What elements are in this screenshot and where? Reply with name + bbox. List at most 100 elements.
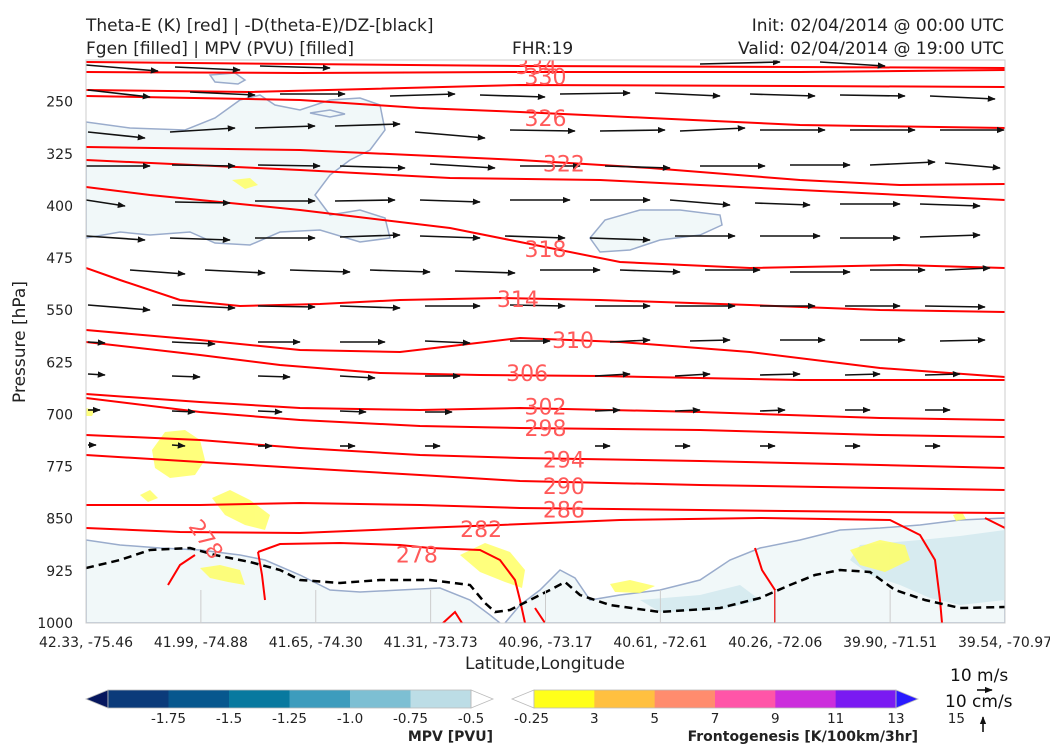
wind-vector bbox=[169, 236, 231, 243]
wind-vector bbox=[594, 371, 631, 378]
colorbar-segment bbox=[350, 690, 411, 708]
colorbar-segment bbox=[168, 690, 230, 708]
wind-vector bbox=[86, 235, 146, 243]
y-tick-label: 850 bbox=[46, 512, 73, 528]
wind-vector bbox=[87, 304, 151, 313]
fgen-region-4 bbox=[200, 565, 245, 585]
wind-vector bbox=[171, 162, 236, 170]
x-tick-label: 42.33, -75.46 bbox=[39, 635, 133, 651]
theta-e-contour bbox=[86, 186, 1005, 270]
colorbar-tick-label: 11 bbox=[827, 711, 844, 727]
y-tick-label: 250 bbox=[46, 95, 73, 111]
contour-label: 286 bbox=[543, 498, 585, 523]
colorbar-segment bbox=[775, 690, 837, 708]
wind-vector bbox=[939, 336, 986, 344]
wind-vector bbox=[654, 92, 721, 99]
wind-vector bbox=[339, 304, 401, 311]
wind-vector bbox=[869, 159, 936, 166]
fgen-region-7 bbox=[850, 540, 910, 572]
colorbar-segment bbox=[895, 689, 920, 709]
contour-label: 278 bbox=[396, 544, 438, 569]
wind-vector bbox=[257, 162, 321, 170]
y-tick-label: 925 bbox=[46, 564, 73, 580]
theta-e-contour bbox=[86, 61, 1005, 69]
contour-label: 314 bbox=[497, 288, 539, 313]
wind-vector bbox=[86, 199, 126, 209]
wind-vector bbox=[257, 303, 316, 311]
y-axis-label: Pressure [hPa] bbox=[10, 281, 30, 403]
y-tick-label: 700 bbox=[46, 407, 73, 423]
theta-e-contour bbox=[86, 393, 1005, 421]
wind-vector bbox=[171, 442, 186, 449]
y-tick-label: 775 bbox=[46, 460, 73, 476]
wind-vector bbox=[594, 407, 621, 414]
wind-vectors bbox=[86, 60, 1005, 450]
y-axis-ticks: 250 325 400 475 550 625 700 775 850 925 1000 bbox=[37, 95, 73, 632]
colorbar-tick-label: -0.75 bbox=[393, 711, 428, 727]
colorbar-segment bbox=[84, 689, 109, 709]
y-tick-label: 400 bbox=[46, 199, 73, 215]
wind-vector bbox=[819, 61, 886, 69]
theta-e-contour bbox=[86, 95, 1005, 129]
wind-vector bbox=[944, 162, 1001, 171]
x-tick-label: 40.26, -72.06 bbox=[728, 635, 822, 651]
colorbar-tick-label: -1.75 bbox=[151, 711, 186, 727]
wind-vector bbox=[619, 268, 681, 275]
mpv-region-mid-right bbox=[589, 209, 723, 253]
colorbar-tick-label: 3 bbox=[590, 711, 599, 727]
wind-vector bbox=[171, 373, 201, 380]
wind-vector bbox=[504, 234, 566, 241]
wind-vector bbox=[414, 131, 486, 141]
x-tick-label: 41.65, -74.30 bbox=[269, 635, 363, 651]
fgen-region-3 bbox=[140, 490, 158, 502]
colorbar-tick-label: -1.25 bbox=[272, 711, 307, 727]
wind-vector bbox=[759, 370, 801, 378]
y-tick-label: 1000 bbox=[37, 616, 73, 632]
y-tick-label: 475 bbox=[46, 251, 73, 267]
wind-vector bbox=[454, 269, 516, 276]
fgen-region-10 bbox=[232, 178, 258, 189]
valid-time: Valid: 02/04/2014 @ 19:00 UTC bbox=[738, 39, 1004, 59]
wind-vector bbox=[339, 408, 367, 415]
wind-vector bbox=[919, 202, 981, 209]
wind-vector bbox=[171, 304, 236, 311]
contour-label: 310 bbox=[552, 329, 594, 354]
wind-vector bbox=[419, 198, 481, 205]
theta-e-contour bbox=[86, 341, 1005, 381]
x-axis-ticks: 42.33, -75.46 41.99, -74.88 41.65, -74.30 4… bbox=[39, 590, 1050, 651]
contour-label: 282 bbox=[460, 518, 502, 543]
fgen-region-9 bbox=[953, 512, 966, 521]
theta-e-contour bbox=[86, 501, 1005, 514]
colorbar-segment bbox=[654, 690, 716, 708]
y-tick-label: 550 bbox=[46, 303, 73, 319]
wind-vector bbox=[129, 269, 186, 277]
colorbar-segment bbox=[715, 690, 776, 708]
wind-vector bbox=[339, 374, 376, 381]
colorbar-tick-label: 9 bbox=[771, 711, 780, 727]
wind-vector bbox=[339, 164, 406, 171]
wind-vector bbox=[334, 121, 401, 128]
theta-e-contour bbox=[86, 454, 1005, 491]
wind-vector bbox=[171, 408, 196, 415]
wind-vector bbox=[174, 66, 241, 73]
wind-vector bbox=[339, 232, 401, 239]
y-tick-label: 625 bbox=[46, 355, 73, 371]
fgen-region-1 bbox=[152, 430, 205, 478]
wind-vector bbox=[604, 164, 671, 171]
title-line-2: Fgen [filled] | MPV (PVU) [filled] bbox=[86, 39, 354, 59]
fgen-region-2 bbox=[212, 490, 270, 530]
colorbar-tick-label: 7 bbox=[711, 711, 720, 727]
wind-vector bbox=[699, 60, 781, 66]
wind-vector bbox=[86, 64, 159, 74]
contour-label: 318 bbox=[525, 238, 567, 263]
wind-vector bbox=[924, 303, 986, 311]
wind-vector bbox=[369, 268, 431, 275]
mpv-region-upper-left bbox=[86, 94, 391, 246]
colorbar-frame bbox=[107, 689, 472, 709]
colorbar-tick-label: 15 bbox=[948, 711, 965, 727]
theta-e-contour bbox=[442, 610, 463, 623]
colorbar-segment bbox=[108, 690, 169, 708]
theta-e-contour bbox=[86, 397, 1005, 438]
theta-e-contour bbox=[86, 83, 1005, 94]
fgen-colorbar-label: Frontogenesis [K/100km/3hr] bbox=[688, 729, 918, 745]
